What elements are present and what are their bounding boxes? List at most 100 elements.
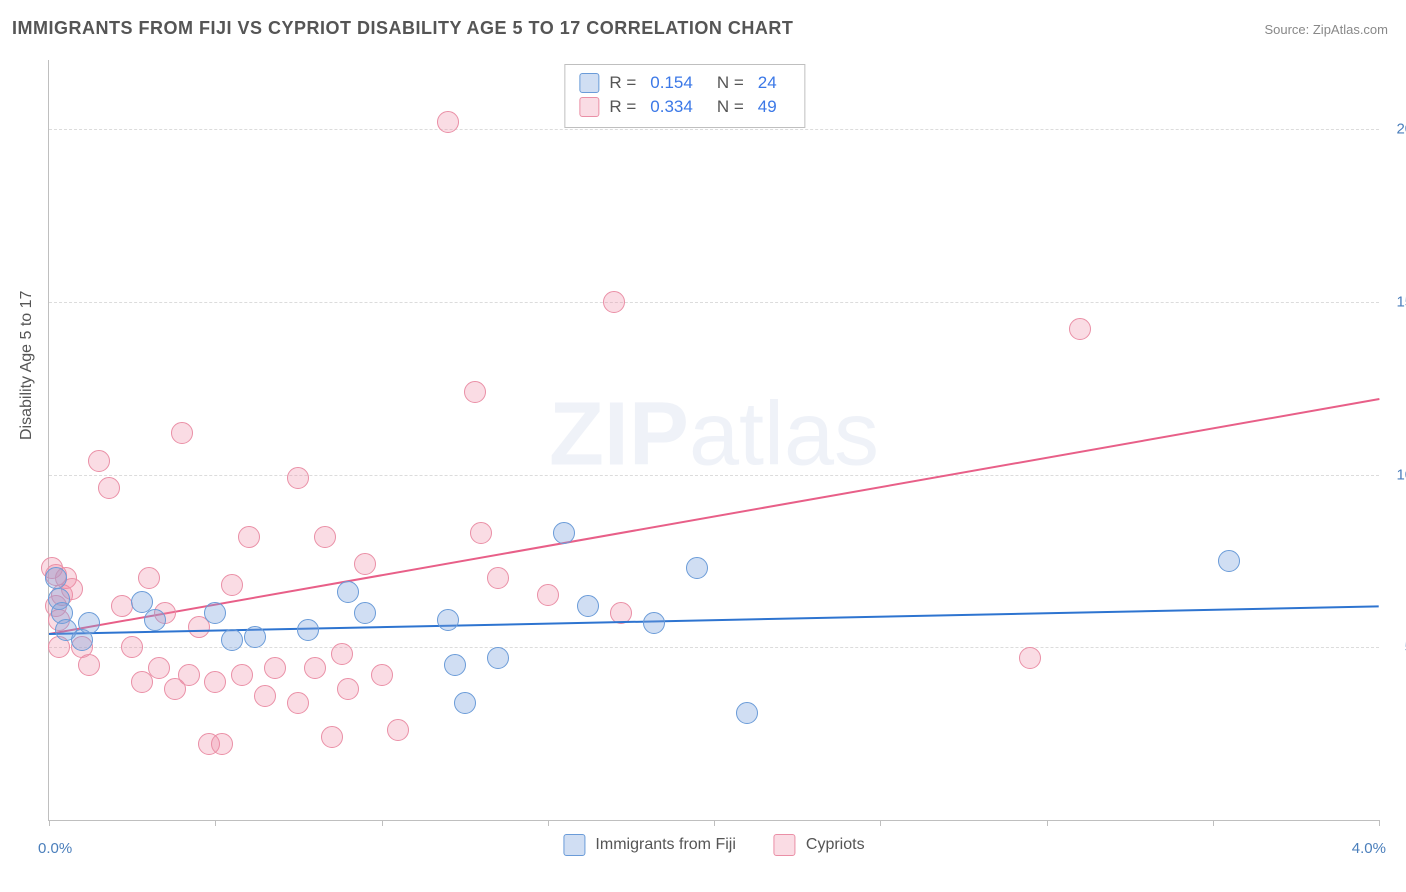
marker-fiji bbox=[444, 654, 466, 676]
marker-cypriots bbox=[537, 584, 559, 606]
chart-title: IMMIGRANTS FROM FIJI VS CYPRIOT DISABILI… bbox=[12, 18, 793, 39]
marker-cypriots bbox=[171, 422, 193, 444]
plot-area: ZIPatlas R = 0.154 N = 24 R = 0.334 N = … bbox=[48, 60, 1379, 821]
marker-cypriots bbox=[437, 111, 459, 133]
marker-cypriots bbox=[221, 574, 243, 596]
x-tick bbox=[714, 820, 715, 826]
marker-fiji bbox=[297, 619, 319, 641]
marker-cypriots bbox=[204, 671, 226, 693]
marker-cypriots bbox=[287, 467, 309, 489]
stats-row-cypriots: R = 0.334 N = 49 bbox=[579, 95, 790, 119]
y-tick-label: 5.0% bbox=[1384, 639, 1406, 656]
marker-cypriots bbox=[337, 678, 359, 700]
watermark: ZIPatlas bbox=[549, 383, 879, 486]
marker-cypriots bbox=[321, 726, 343, 748]
marker-cypriots bbox=[464, 381, 486, 403]
marker-fiji bbox=[686, 557, 708, 579]
stat-r-label: R = bbox=[609, 71, 636, 95]
legend-label-cypriots: Cypriots bbox=[806, 836, 865, 854]
x-tick bbox=[382, 820, 383, 826]
stat-r-value-fiji: 0.154 bbox=[650, 71, 693, 95]
marker-fiji bbox=[577, 595, 599, 617]
marker-cypriots bbox=[148, 657, 170, 679]
marker-fiji bbox=[487, 647, 509, 669]
legend-label-fiji: Immigrants from Fiji bbox=[595, 836, 735, 854]
marker-cypriots bbox=[304, 657, 326, 679]
marker-cypriots bbox=[111, 595, 133, 617]
marker-cypriots bbox=[98, 477, 120, 499]
marker-cypriots bbox=[287, 692, 309, 714]
marker-fiji bbox=[1218, 550, 1240, 572]
x-tick bbox=[1213, 820, 1214, 826]
gridline bbox=[49, 475, 1379, 476]
y-tick-label: 20.0% bbox=[1384, 121, 1406, 138]
marker-fiji bbox=[244, 626, 266, 648]
marker-fiji bbox=[78, 612, 100, 634]
marker-cypriots bbox=[231, 664, 253, 686]
marker-cypriots bbox=[314, 526, 336, 548]
x-tick bbox=[215, 820, 216, 826]
marker-cypriots bbox=[487, 567, 509, 589]
gridline bbox=[49, 647, 1379, 648]
stat-r-value-cypriots: 0.334 bbox=[650, 95, 693, 119]
chart-container: IMMIGRANTS FROM FIJI VS CYPRIOT DISABILI… bbox=[0, 0, 1406, 892]
stat-n-label: N = bbox=[717, 71, 744, 95]
marker-fiji bbox=[354, 602, 376, 624]
marker-cypriots bbox=[1069, 318, 1091, 340]
bottom-legend: Immigrants from Fiji Cypriots bbox=[563, 834, 864, 856]
marker-fiji bbox=[221, 629, 243, 651]
stat-n-value-fiji: 24 bbox=[758, 71, 777, 95]
y-tick-label: 15.0% bbox=[1384, 293, 1406, 310]
stat-n-label: N = bbox=[717, 95, 744, 119]
marker-cypriots bbox=[354, 553, 376, 575]
x-axis-min-label: 0.0% bbox=[38, 840, 72, 857]
stat-n-value-cypriots: 49 bbox=[758, 95, 777, 119]
marker-cypriots bbox=[331, 643, 353, 665]
x-tick bbox=[1047, 820, 1048, 826]
marker-fiji bbox=[643, 612, 665, 634]
x-tick bbox=[548, 820, 549, 826]
marker-cypriots bbox=[121, 636, 143, 658]
source-prefix: Source: bbox=[1264, 22, 1312, 37]
marker-cypriots bbox=[470, 522, 492, 544]
marker-cypriots bbox=[211, 733, 233, 755]
marker-fiji bbox=[437, 609, 459, 631]
legend-swatch-fiji bbox=[563, 834, 585, 856]
watermark-bold: ZIP bbox=[549, 384, 689, 484]
x-tick bbox=[49, 820, 50, 826]
marker-cypriots bbox=[138, 567, 160, 589]
y-axis-label: Disability Age 5 to 17 bbox=[18, 291, 36, 440]
marker-cypriots bbox=[78, 654, 100, 676]
marker-cypriots bbox=[387, 719, 409, 741]
trend-line-cypriots bbox=[49, 399, 1379, 636]
marker-cypriots bbox=[264, 657, 286, 679]
stats-legend-box: R = 0.154 N = 24 R = 0.334 N = 49 bbox=[564, 64, 805, 128]
marker-cypriots bbox=[238, 526, 260, 548]
marker-fiji bbox=[454, 692, 476, 714]
marker-cypriots bbox=[254, 685, 276, 707]
marker-fiji bbox=[553, 522, 575, 544]
x-axis-max-label: 4.0% bbox=[1352, 840, 1386, 857]
marker-cypriots bbox=[603, 291, 625, 313]
marker-fiji bbox=[337, 581, 359, 603]
marker-cypriots bbox=[88, 450, 110, 472]
marker-fiji bbox=[144, 609, 166, 631]
marker-cypriots bbox=[1019, 647, 1041, 669]
y-tick-label: 10.0% bbox=[1384, 466, 1406, 483]
gridline bbox=[49, 302, 1379, 303]
legend-swatch-cypriots bbox=[774, 834, 796, 856]
x-tick bbox=[880, 820, 881, 826]
source-name: ZipAtlas.com bbox=[1313, 22, 1388, 37]
marker-fiji bbox=[45, 567, 67, 589]
marker-fiji bbox=[204, 602, 226, 624]
gridline bbox=[49, 129, 1379, 130]
swatch-cypriots bbox=[579, 97, 599, 117]
watermark-light: atlas bbox=[689, 384, 879, 484]
source-attribution: Source: ZipAtlas.com bbox=[1264, 22, 1388, 37]
stats-row-fiji: R = 0.154 N = 24 bbox=[579, 71, 790, 95]
marker-cypriots bbox=[371, 664, 393, 686]
stat-r-label: R = bbox=[609, 95, 636, 119]
x-tick bbox=[1379, 820, 1380, 826]
marker-cypriots bbox=[178, 664, 200, 686]
swatch-fiji bbox=[579, 73, 599, 93]
